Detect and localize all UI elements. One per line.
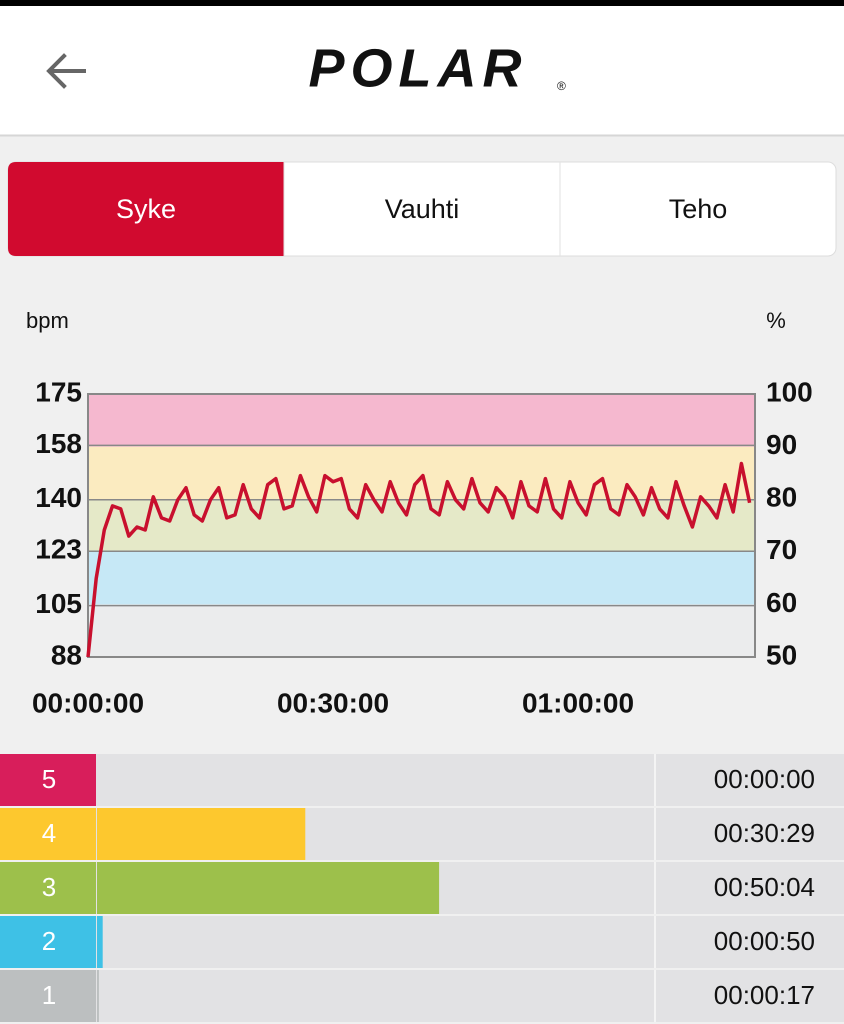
tab-label[interactable]: Vauhti — [385, 194, 460, 224]
hr-line — [86, 461, 752, 658]
zone-band — [88, 499, 755, 552]
tab-label[interactable]: Teho — [669, 194, 728, 224]
zone-bar — [97, 916, 103, 968]
y-tick-label: 140 — [35, 482, 82, 513]
x-tick-label: 00:00:00 — [32, 687, 144, 718]
zone-row-bg — [0, 754, 844, 806]
status-bar — [0, 0, 844, 6]
y-axis-label: bpm — [26, 308, 69, 333]
logo-registered: ® — [557, 79, 566, 93]
header — [0, 6, 844, 135]
tabs: Syke Vauhti Teho — [8, 162, 727, 256]
zone-number: 4 — [42, 818, 56, 848]
zone-time: 00:30:29 — [714, 818, 815, 848]
y2-axis-label: % — [766, 308, 786, 333]
zone-time: 00:00:50 — [714, 926, 815, 956]
hr-chart: 88 105 123 140 158 175 50 60 70 80 90 100 00:00:00 00… — [32, 376, 813, 718]
zone-number-cell — [0, 970, 96, 1022]
tab-label[interactable]: Syke — [116, 194, 176, 224]
tab-active-bg[interactable] — [8, 162, 284, 256]
zone-band — [88, 446, 755, 500]
y2-tick-label: 90 — [766, 429, 797, 460]
y2-tick-label: 70 — [766, 534, 797, 565]
plot-border — [87, 393, 756, 658]
zone-number-cell — [0, 916, 96, 968]
y2-tick-label: 100 — [766, 376, 813, 407]
back-button[interactable] — [46, 53, 86, 89]
zone-number-cell — [0, 808, 96, 860]
zone-bar — [97, 862, 440, 914]
zone-time: 00:00:00 — [714, 764, 815, 794]
zone-band — [88, 394, 755, 447]
y-tick-label: 105 — [35, 588, 82, 619]
zone-bar — [97, 970, 99, 1022]
zone-row-bg — [0, 916, 844, 968]
back-arrow[interactable] — [46, 53, 86, 89]
zone-bar — [97, 808, 306, 860]
zone-time: 00:00:17 — [714, 980, 815, 1010]
zone-number: 5 — [42, 764, 56, 794]
zone-number-cell — [0, 862, 96, 914]
y2-tick-label: 50 — [766, 639, 797, 670]
x-tick-label: 00:30:00 — [277, 687, 389, 718]
zone-band — [88, 604, 755, 657]
y-tick-label: 123 — [35, 534, 82, 565]
zone-number: 3 — [42, 872, 56, 902]
zone-number: 1 — [42, 980, 56, 1010]
zone-table: 5 00:00:00 4 00:30:29 3 00:50:04 2 00:00:50 1 00:… — [0, 754, 844, 1022]
zone-row-bg — [0, 970, 844, 1022]
y-tick-label: 158 — [35, 428, 82, 459]
y-tick-label: 88 — [51, 639, 82, 670]
y2-tick-label: 80 — [766, 482, 797, 513]
x-tick-label: 01:00:00 — [522, 687, 634, 718]
logo: POLAR — [309, 38, 528, 98]
zone-number-cell — [0, 754, 96, 806]
zone-number: 2 — [42, 926, 56, 956]
y-tick-label: 175 — [35, 376, 82, 407]
zone-time: 00:50:04 — [714, 872, 815, 902]
zone-band — [88, 551, 755, 605]
y2-tick-label: 60 — [766, 587, 797, 618]
